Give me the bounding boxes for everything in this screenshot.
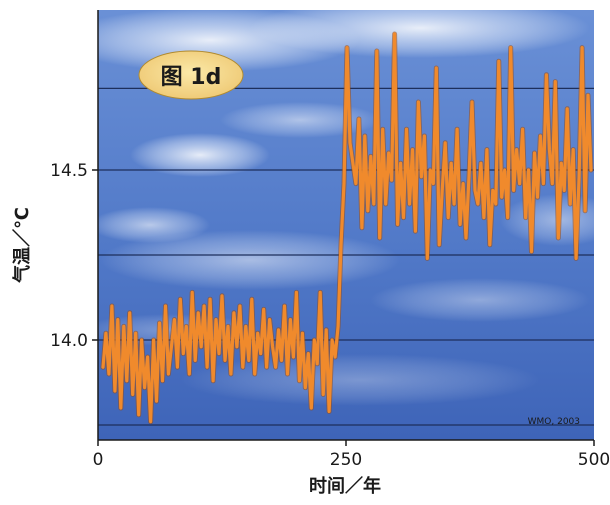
cloud-texture — [98, 10, 594, 406]
x-tick-label: 500 — [578, 450, 610, 470]
x-tick-label: 0 — [93, 450, 104, 470]
y-tick-label: 14.5 — [50, 161, 88, 181]
series-line-0 — [101, 32, 593, 424]
y-tick-label: 14.0 — [50, 331, 88, 351]
x-axis-ticks: 0 250 500 — [93, 440, 610, 470]
x-tick-label: 250 — [330, 450, 362, 470]
x-axis-label: 时间／年 — [309, 475, 381, 497]
title-badge — [138, 50, 244, 100]
chart-title: 图 1d — [161, 65, 222, 90]
y-axis-label: 气温／℃ — [11, 207, 33, 284]
source-credit: WMO, 2003 — [528, 417, 580, 427]
y-axis-ticks: 14.0 14.5 — [50, 161, 98, 351]
series-group — [100, 31, 594, 425]
